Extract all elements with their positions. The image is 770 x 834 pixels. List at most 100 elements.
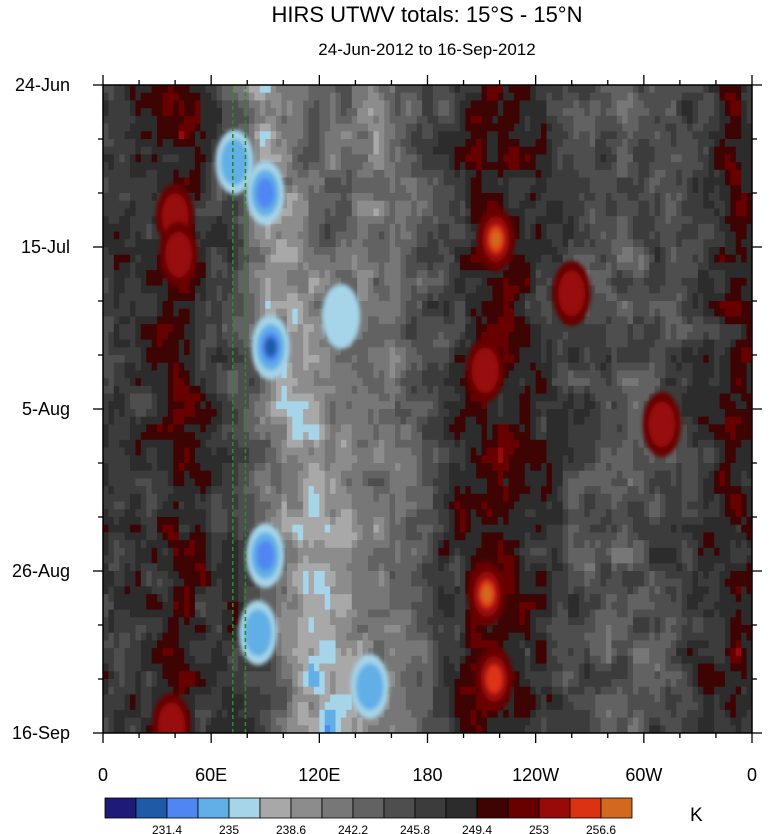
heatmap-cell (492, 401, 499, 410)
heatmap-cell (249, 355, 256, 364)
heatmap-cell (530, 355, 537, 364)
heatmap-cell (730, 324, 737, 333)
heatmap-cell (151, 324, 158, 333)
heatmap-cell (546, 308, 553, 318)
heatmap-cell (124, 401, 131, 410)
heatmap-cell (211, 277, 218, 287)
heatmap-cell (611, 254, 618, 264)
heatmap-cell (605, 270, 612, 279)
heatmap-cell (541, 193, 548, 202)
heatmap-cell (735, 193, 742, 202)
heatmap-cell (535, 285, 542, 294)
heatmap-cell (454, 231, 461, 240)
heatmap-cell (514, 285, 521, 294)
heatmap-cell (232, 362, 239, 372)
heatmap-cell (519, 154, 526, 163)
heatmap-cell (654, 247, 661, 256)
heatmap-cell (265, 393, 272, 402)
heatmap-cell (611, 208, 618, 217)
heatmap-cell (357, 393, 364, 402)
heatmap-cell (519, 131, 526, 140)
heatmap-cell (573, 355, 580, 364)
heatmap-cell (643, 270, 650, 279)
heatmap-cell (681, 193, 688, 202)
heatmap-cell (281, 262, 288, 271)
heatmap-cell (265, 131, 272, 140)
heatmap-cell (130, 362, 137, 372)
heatmap-cell (584, 370, 591, 379)
heatmap-cell (714, 247, 721, 256)
heatmap-cell (568, 193, 575, 202)
heatmap-cell (140, 216, 147, 225)
heatmap-cell (395, 339, 402, 348)
heatmap-cell (205, 362, 212, 372)
heatmap-cell (730, 285, 737, 294)
heatmap-cell (157, 331, 164, 341)
heatmap-cell (357, 200, 364, 210)
heatmap-cell (140, 208, 147, 217)
heatmap-cell (481, 131, 488, 140)
heatmap-cell (486, 200, 493, 210)
heatmap-cell (243, 270, 250, 279)
heatmap-cell (633, 378, 640, 387)
heatmap-cell (124, 115, 131, 125)
heatmap-cell (330, 239, 337, 248)
heatmap-cell (313, 162, 320, 171)
heatmap-cell (616, 154, 623, 163)
heatmap-cell (313, 123, 320, 132)
heatmap-cell (205, 185, 212, 194)
heatmap-cell (595, 247, 602, 256)
heatmap-cell (303, 293, 310, 302)
heatmap-cell (703, 131, 710, 140)
heatmap-cell (649, 146, 656, 156)
heatmap-cell (189, 146, 196, 156)
heatmap-cell (616, 262, 623, 271)
heatmap-cell (357, 169, 364, 179)
heatmap-cell (405, 401, 412, 410)
heatmap-cell (113, 200, 120, 210)
heatmap-cell (395, 92, 402, 102)
heatmap-cell (335, 385, 342, 395)
heatmap-cell (238, 355, 245, 364)
heatmap-cell (119, 200, 126, 210)
heatmap-cell (189, 193, 196, 202)
heatmap-cell (335, 169, 342, 179)
heatmap-cell (243, 324, 250, 333)
heatmap-cell (346, 146, 353, 156)
heatmap-cell (405, 254, 412, 264)
heatmap-cell (205, 339, 212, 348)
heatmap-cell (140, 347, 147, 356)
heatmap-cell (249, 316, 256, 325)
heatmap-cell (167, 385, 174, 395)
heatmap-cell (303, 208, 310, 217)
heatmap-cell (595, 154, 602, 163)
heatmap-cell (697, 85, 704, 94)
heatmap-cell (184, 308, 191, 318)
heatmap-cell (405, 324, 412, 333)
heatmap-cell (546, 262, 553, 271)
heatmap-cell (692, 223, 699, 233)
heatmap-cell (157, 169, 164, 179)
heatmap-cell (330, 162, 337, 171)
heatmap-cell (670, 108, 677, 117)
heatmap-cell (135, 162, 142, 171)
heatmap-cell (184, 355, 191, 364)
heatmap-cell (687, 378, 694, 387)
heatmap-cell (265, 123, 272, 132)
heatmap-cell (330, 200, 337, 210)
heatmap-cell (595, 193, 602, 202)
heatmap-cell (676, 108, 683, 117)
heatmap-cell (530, 85, 537, 94)
heatmap-cell (557, 131, 564, 140)
heatmap-cell (351, 247, 358, 256)
heatmap-cell (730, 331, 737, 341)
heatmap-cell (200, 131, 207, 140)
heatmap-cell (108, 92, 115, 102)
heatmap-cell (357, 92, 364, 102)
heatmap-cell (573, 324, 580, 333)
heatmap-cell (422, 254, 429, 264)
heatmap-cell (660, 100, 667, 109)
heatmap-cell (535, 169, 542, 179)
heatmap-cell (432, 324, 439, 333)
